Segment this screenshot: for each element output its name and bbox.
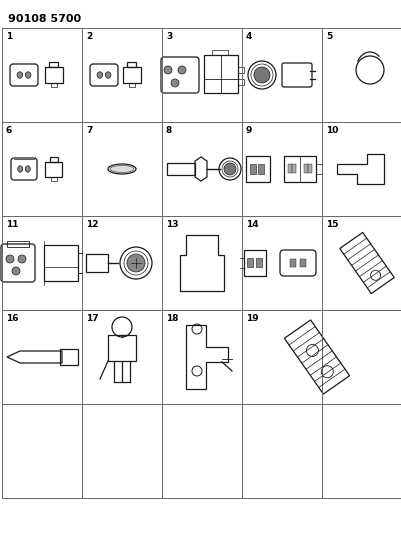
Bar: [237, 67, 243, 73]
Text: 10: 10: [325, 126, 338, 135]
Text: 16: 16: [6, 314, 18, 323]
Bar: [299, 259, 305, 267]
Text: 6: 6: [6, 126, 12, 135]
Bar: [203, 55, 237, 93]
Text: 90108 5700: 90108 5700: [8, 14, 81, 24]
Text: 2: 2: [86, 32, 92, 41]
Bar: [127, 62, 136, 67]
Bar: [7, 241, 29, 247]
Text: 7: 7: [86, 126, 92, 135]
Bar: [243, 250, 265, 276]
Ellipse shape: [17, 72, 22, 78]
Bar: [289, 259, 295, 267]
Text: 15: 15: [325, 220, 338, 229]
Text: 8: 8: [166, 126, 172, 135]
Text: 3: 3: [166, 32, 172, 41]
Text: 19: 19: [245, 314, 258, 323]
Circle shape: [12, 267, 20, 275]
Circle shape: [253, 67, 269, 83]
Bar: [50, 157, 58, 161]
Text: 9: 9: [245, 126, 252, 135]
Bar: [246, 258, 252, 267]
Bar: [237, 79, 243, 85]
Text: 13: 13: [166, 220, 178, 229]
Bar: [129, 83, 134, 87]
Circle shape: [164, 66, 172, 74]
Bar: [49, 62, 59, 67]
Bar: [86, 254, 108, 272]
Bar: [287, 164, 291, 173]
Text: 5: 5: [325, 32, 331, 41]
Ellipse shape: [25, 72, 31, 78]
Bar: [249, 164, 255, 174]
Text: 11: 11: [6, 220, 18, 229]
Bar: [108, 335, 136, 361]
Bar: [45, 67, 63, 83]
Bar: [257, 164, 263, 174]
Bar: [255, 258, 261, 267]
Circle shape: [6, 255, 14, 263]
Ellipse shape: [97, 72, 102, 78]
Text: 17: 17: [86, 314, 98, 323]
Circle shape: [127, 254, 145, 272]
Bar: [211, 50, 227, 55]
Bar: [45, 161, 62, 176]
Bar: [51, 176, 57, 181]
Bar: [51, 83, 57, 87]
Text: 1: 1: [6, 32, 12, 41]
Bar: [291, 164, 295, 173]
Ellipse shape: [18, 166, 22, 172]
Bar: [303, 164, 307, 173]
Bar: [307, 164, 311, 173]
Ellipse shape: [105, 72, 111, 78]
Circle shape: [170, 79, 178, 87]
Circle shape: [178, 66, 186, 74]
Ellipse shape: [25, 166, 30, 172]
Text: 18: 18: [166, 314, 178, 323]
Bar: [123, 67, 141, 83]
Bar: [166, 163, 194, 175]
Ellipse shape: [110, 166, 134, 173]
Circle shape: [18, 255, 26, 263]
Bar: [60, 349, 78, 365]
Bar: [283, 156, 315, 182]
Circle shape: [223, 163, 235, 175]
Text: 4: 4: [245, 32, 252, 41]
Text: 14: 14: [245, 220, 258, 229]
Bar: [245, 156, 269, 182]
Text: 12: 12: [86, 220, 98, 229]
Bar: [44, 245, 78, 281]
